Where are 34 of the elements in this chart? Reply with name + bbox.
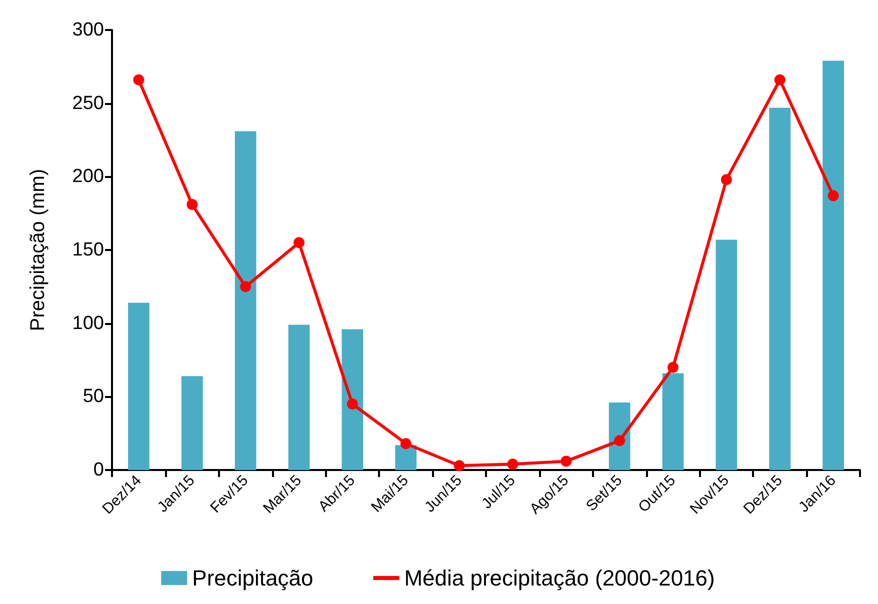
bar xyxy=(181,376,203,470)
bar xyxy=(822,60,844,470)
y-tick-label: 250 xyxy=(72,92,104,114)
point xyxy=(294,237,304,248)
legend-label: Média precipitação (2000-2016) xyxy=(404,566,715,590)
bar xyxy=(128,302,150,470)
point xyxy=(400,438,412,450)
bar xyxy=(342,329,364,470)
point xyxy=(614,435,626,446)
bar xyxy=(234,131,256,470)
legend-label: Precipitação xyxy=(192,566,314,590)
point xyxy=(828,190,839,202)
y-tick-label: 150 xyxy=(72,240,104,260)
y-tick-label: 100 xyxy=(72,312,104,334)
point xyxy=(507,458,518,470)
bar xyxy=(769,108,791,470)
point xyxy=(720,174,732,186)
y-axis-title: Precipitação (mm) xyxy=(27,168,49,332)
bar xyxy=(662,373,684,470)
bar xyxy=(716,240,738,470)
point xyxy=(186,199,198,210)
bar xyxy=(395,445,417,470)
point xyxy=(133,74,144,86)
y-tick-label: 300 xyxy=(72,20,104,40)
point xyxy=(774,74,786,86)
y-tick-label: 0 xyxy=(93,460,104,480)
bar xyxy=(288,324,310,470)
point xyxy=(560,456,572,467)
y-tick-label: 200 xyxy=(72,166,104,188)
y-tick-label: 50 xyxy=(82,386,104,408)
point xyxy=(454,460,465,472)
point xyxy=(668,362,678,373)
point xyxy=(240,281,252,292)
point xyxy=(346,398,358,410)
